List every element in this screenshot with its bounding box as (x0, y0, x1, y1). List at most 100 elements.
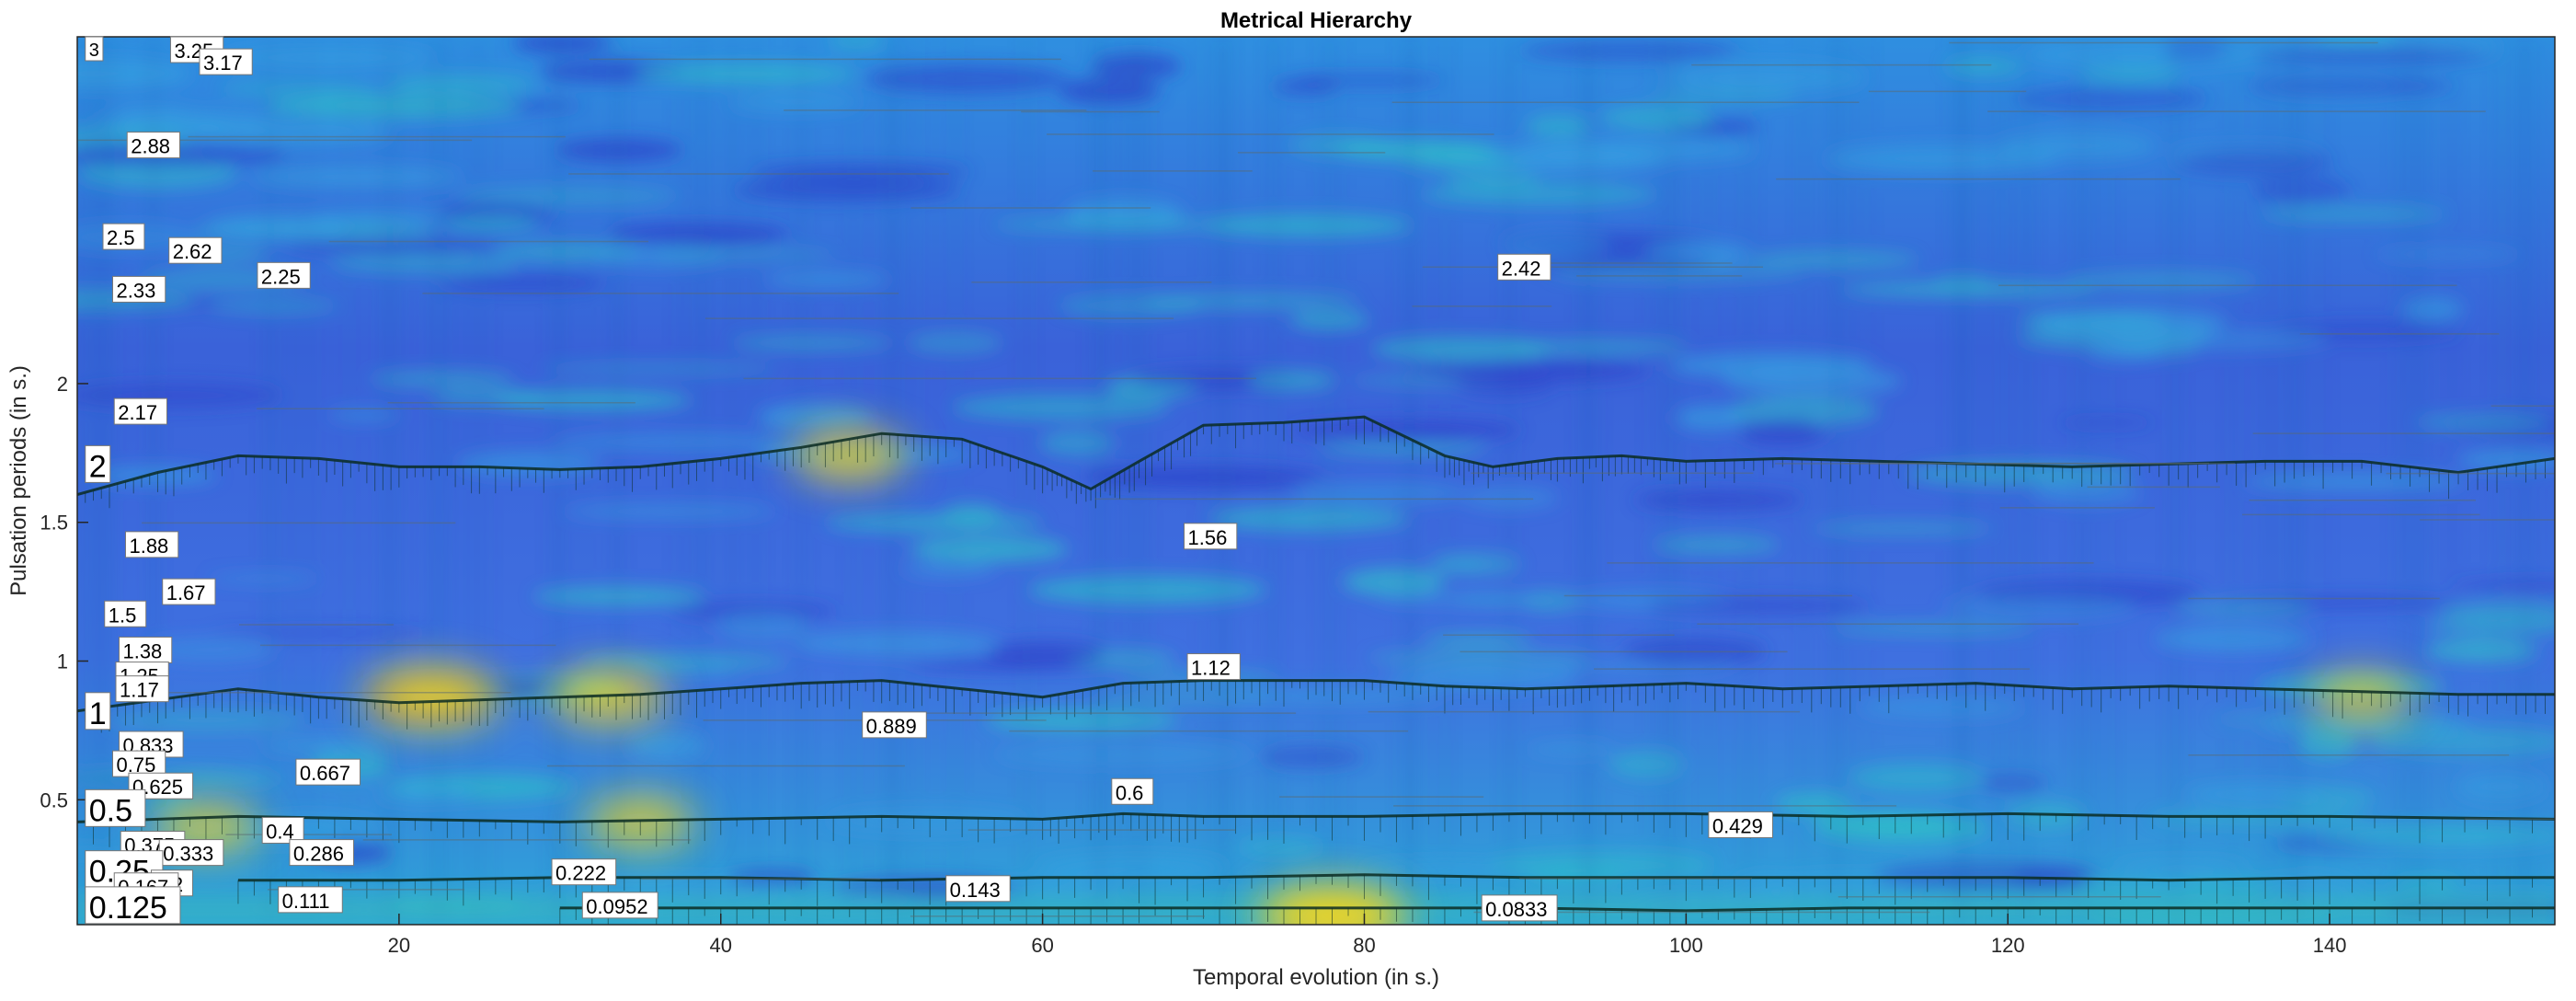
period-label-box (862, 711, 927, 739)
period-label-box (124, 531, 179, 558)
x-tick-label: 40 (709, 934, 731, 957)
heatmap-texture (77, 37, 2555, 925)
period-label: 2.5 (102, 223, 145, 250)
period-label-box (199, 48, 253, 75)
period-label: 2.17 (113, 397, 168, 425)
metrical-lines (77, 41, 2555, 925)
x-axis-title: Temporal evolution (in s.) (1193, 965, 1439, 990)
period-label-box (85, 36, 104, 62)
period-label-text: 0.5 (89, 793, 132, 828)
period-label-box (111, 750, 166, 777)
period-label-text: 0.0952 (586, 895, 647, 918)
period-label-text: 2.17 (118, 401, 157, 424)
period-label-text: 0.333 (163, 843, 213, 866)
period-label-text: 0.125 (89, 891, 167, 926)
period-label-box (168, 236, 223, 264)
period-label-text: 0.0833 (1485, 898, 1547, 921)
period-label-text: 1.38 (122, 639, 162, 662)
period-label-text: 0.6 (1116, 781, 1144, 804)
period-label: 0.667 (295, 758, 361, 786)
period-label-text: 2 (89, 449, 107, 484)
period-label-box (158, 839, 224, 867)
period-label-text: 1.17 (120, 679, 159, 702)
period-label: 0.429 (1708, 811, 1773, 838)
period-label-box (261, 816, 304, 844)
period-label-text: 1.56 (1188, 526, 1228, 549)
period-label-box (111, 275, 166, 303)
period-label: 0.111 (278, 886, 343, 914)
period-label-box (551, 858, 617, 886)
period-label: 2.25 (257, 261, 311, 289)
period-label-text: 1.12 (1191, 657, 1231, 680)
period-label: 1.88 (124, 531, 179, 558)
period-label: 3.17 (199, 48, 253, 75)
period-label-text: 0.889 (866, 715, 917, 738)
period-label: 2.62 (168, 236, 223, 264)
period-label-box (1481, 894, 1558, 922)
period-label-text: 0.667 (300, 762, 350, 785)
chart-title: Metrical Hierarchy (1220, 8, 1413, 33)
hot-spot (362, 667, 499, 727)
x-tick-label: 80 (1353, 934, 1375, 957)
period-label-text: 2.42 (1502, 257, 1541, 280)
period-label-box (945, 875, 1011, 903)
period-label-text: 3 (89, 40, 99, 61)
period-label-box (1497, 253, 1551, 281)
axes: 20 40 60 80 100 120 140 0.5 1 1.5 2 (40, 373, 2346, 957)
x-tick-label: 120 (1991, 934, 2025, 957)
period-label: 1 (85, 692, 111, 731)
period-label: 0.6 (1111, 777, 1154, 805)
period-label-text: 3.17 (203, 52, 243, 75)
period-label-text: 1 (89, 696, 107, 731)
period-label: 1.12 (1186, 653, 1241, 681)
period-label-box (295, 758, 361, 786)
period-label-text: 2.62 (173, 240, 212, 263)
period-label: 1.17 (115, 675, 169, 703)
x-tick-label: 60 (1031, 934, 1053, 957)
period-label-box (162, 578, 216, 605)
y-tick-label: 1 (57, 650, 68, 673)
period-label-box (1184, 523, 1238, 550)
period-label-box (85, 788, 146, 827)
period-label-text: 2.88 (131, 135, 170, 158)
period-label: 2.88 (126, 132, 181, 159)
period-label: 0.0952 (581, 892, 658, 919)
period-label: 0.286 (289, 839, 355, 867)
period-label-text: 0.222 (555, 862, 606, 885)
period-label: 2.33 (111, 275, 166, 303)
period-label: 3 (85, 36, 104, 62)
period-label-text: 1.67 (166, 581, 206, 604)
period-label-box (1708, 811, 1773, 838)
period-label-box (85, 692, 111, 731)
metrical-line (77, 679, 2555, 713)
period-label-box (115, 675, 169, 703)
period-label-box (126, 132, 181, 159)
period-label: 0.4 (261, 816, 304, 844)
x-tick-label: 20 (388, 934, 410, 957)
period-annotations: 3 3.253.17 2.88 2.42 2.5 2.62 2.33 2.25 2.17 2 1.8… (85, 36, 1773, 926)
x-tick-label: 100 (1669, 934, 1703, 957)
y-tick-label: 2 (57, 373, 68, 396)
period-label-text: 0.143 (950, 879, 1001, 902)
period-label-box (85, 886, 181, 925)
period-label-box (85, 444, 111, 483)
period-label: 3.25 (169, 36, 224, 63)
x-tick-label: 140 (2313, 934, 2347, 957)
period-label: 0.143 (945, 875, 1011, 903)
period-label: 0.333 (158, 839, 224, 867)
period-label-text: 2.33 (116, 279, 155, 302)
period-label-text: 0.286 (293, 843, 344, 866)
period-label-text: 0.429 (1712, 814, 1763, 837)
y-tick-label: 1.5 (40, 512, 68, 535)
period-label-text: 1.88 (129, 535, 168, 558)
period-label: 0.222 (551, 858, 617, 886)
hot-spot (1258, 884, 1406, 925)
period-label-box (1186, 653, 1241, 681)
period-label: 2.42 (1497, 253, 1551, 281)
period-label: 0.125 (85, 886, 181, 926)
heatmap-area (77, 37, 2555, 925)
period-label: 1.5 (104, 600, 147, 627)
period-label-box (102, 223, 145, 250)
period-label-box (278, 886, 343, 914)
